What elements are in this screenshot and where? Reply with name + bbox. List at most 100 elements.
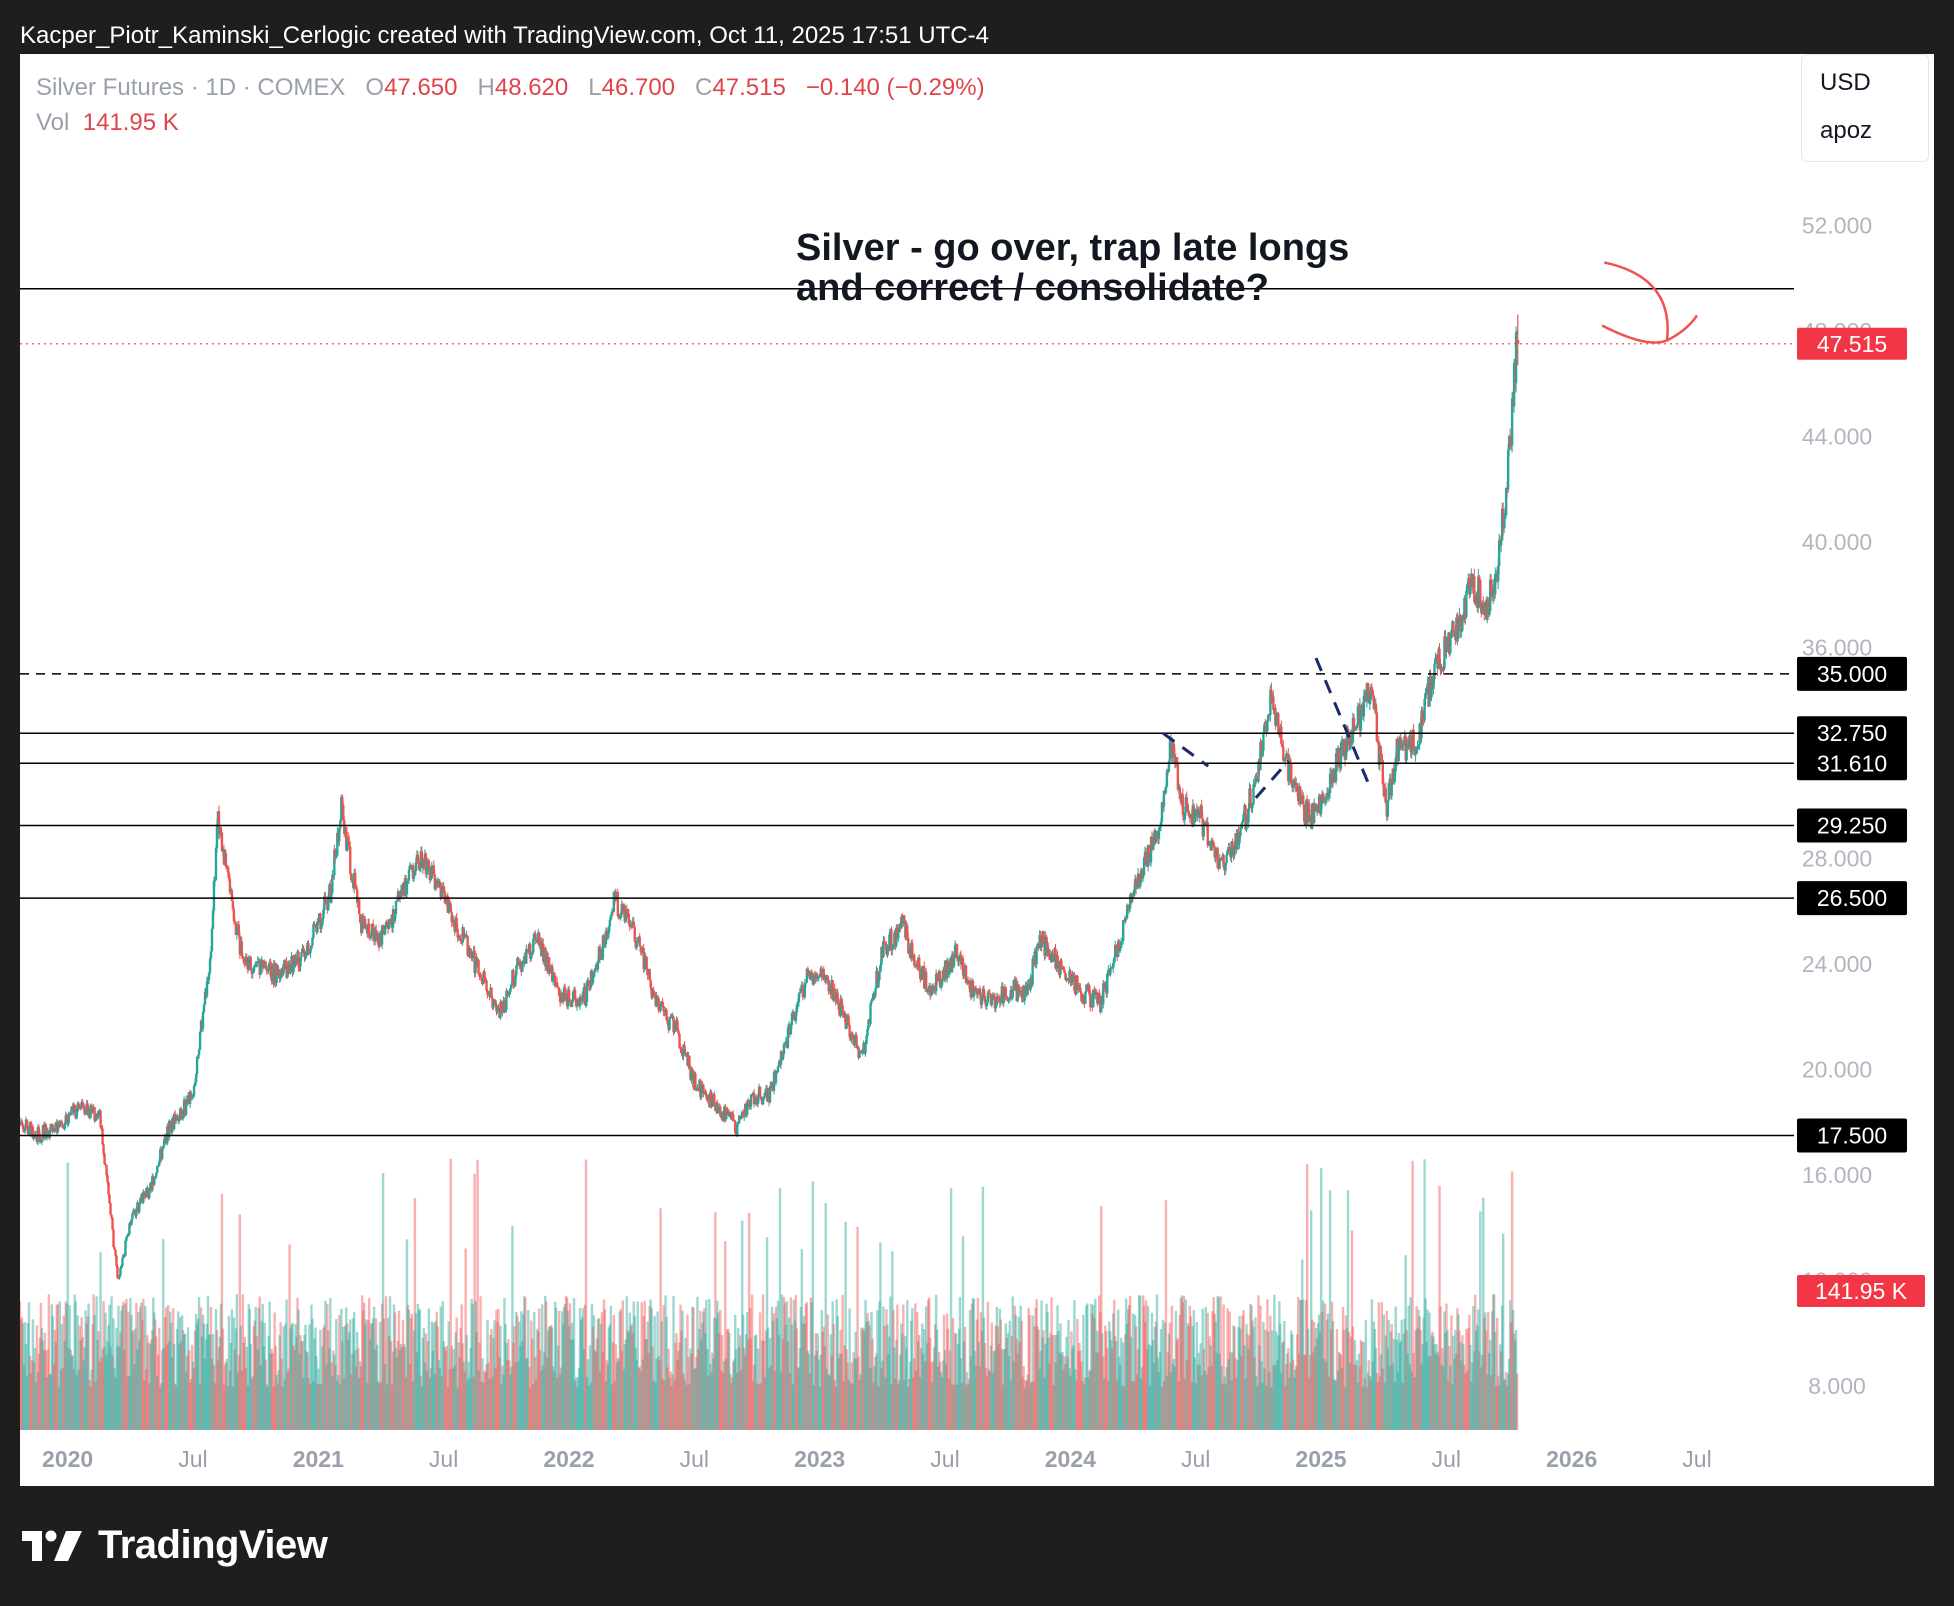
volume-bar [1212, 1297, 1215, 1430]
volume-bar [510, 1367, 513, 1430]
volume-bar [883, 1325, 886, 1430]
volume-bar [913, 1358, 916, 1430]
candle-body [775, 1071, 779, 1073]
chart-author-header: Kacper_Piotr_Kaminski_Cerlogic created w… [20, 22, 989, 49]
volume-bar [805, 1302, 809, 1430]
candle-body [968, 980, 972, 992]
volume-bar [480, 1381, 483, 1430]
chart-text-annotation[interactable]: Silver - go over, trap late longs and co… [796, 228, 1349, 308]
candle-body [882, 940, 885, 957]
candle-body [1438, 648, 1441, 664]
volume-bar [557, 1310, 561, 1430]
candle-body [1109, 968, 1112, 976]
volume-bar [646, 1321, 649, 1430]
candle-body [52, 1127, 56, 1131]
volume-bar [240, 1370, 244, 1430]
candle-body [1512, 362, 1516, 407]
volume-bar [1030, 1381, 1033, 1430]
volume-bar [1255, 1376, 1258, 1430]
volume-bar [1353, 1340, 1357, 1430]
candle-body [1226, 850, 1229, 855]
volume-bar [207, 1334, 211, 1430]
volume-bar [1227, 1359, 1230, 1430]
volume-bar [738, 1335, 742, 1430]
volume-bar [147, 1342, 150, 1430]
volume-bar [176, 1311, 180, 1430]
symbol-label[interactable]: Silver Futures · 1D · COMEX [36, 74, 346, 101]
volume-bar [1091, 1313, 1094, 1430]
candle-body [411, 865, 415, 879]
volume-bar [1482, 1197, 1485, 1430]
candle-body [1405, 744, 1408, 761]
volume-bar [73, 1294, 76, 1430]
volume-bar [1511, 1309, 1515, 1430]
volume-bar [752, 1364, 756, 1430]
candle-body [356, 889, 359, 903]
unit-setting-label[interactable]: apoz [1820, 117, 1873, 144]
chart-frame[interactable]: 8.00012.00016.00020.00024.00028.00036.00… [20, 54, 1934, 1486]
volume-bar [808, 1373, 812, 1430]
volume-bar [601, 1352, 605, 1430]
volume-bar [1208, 1336, 1211, 1430]
candle-body [845, 1024, 848, 1029]
volume-bar [251, 1376, 254, 1430]
volume-bar [33, 1348, 37, 1430]
candle-body [210, 928, 214, 952]
volume-bar [291, 1322, 294, 1430]
candle-body [1501, 508, 1505, 529]
volume-bar [677, 1350, 680, 1430]
volume-bar [1447, 1381, 1450, 1430]
volume-bar [639, 1371, 642, 1430]
candle-body [763, 1092, 767, 1097]
currency-label[interactable]: USD [1820, 69, 1871, 96]
volume-bar [894, 1378, 897, 1430]
candle-body [128, 1223, 131, 1235]
volume-bar [1500, 1305, 1504, 1430]
volume-bar [868, 1325, 871, 1430]
volume-bar [517, 1361, 520, 1430]
volume-bar [115, 1328, 118, 1430]
candle-body [624, 916, 627, 922]
volume-bar [372, 1306, 376, 1430]
volume-bar [703, 1308, 706, 1430]
volume-bar [1337, 1351, 1341, 1430]
volume-bar [888, 1336, 891, 1430]
volume-bar [579, 1320, 583, 1430]
volume-bar [417, 1310, 421, 1430]
volume-bar [218, 1336, 222, 1430]
volume-bar [134, 1328, 137, 1430]
price-chart[interactable]: 8.00012.00016.00020.00024.00028.00036.00… [20, 54, 1934, 1486]
candle-body [903, 915, 906, 921]
candle-body [220, 832, 224, 852]
volume-bar [586, 1359, 590, 1430]
volume-bar [1129, 1336, 1133, 1430]
volume-bar [1347, 1332, 1351, 1430]
volume-bar [1486, 1374, 1489, 1430]
volume-bar [75, 1374, 78, 1430]
candle-body [804, 982, 808, 984]
volume-bar [256, 1349, 259, 1430]
volume-bar [300, 1341, 303, 1430]
volume-bar [1489, 1339, 1492, 1430]
candle-body [458, 935, 461, 940]
volume-bar [1376, 1382, 1380, 1430]
candle-body [953, 945, 957, 958]
volume-bar [36, 1372, 40, 1430]
volume-bar [1407, 1305, 1410, 1430]
volume-bar [345, 1307, 348, 1430]
candle-body [336, 832, 339, 856]
volume-bar [916, 1312, 919, 1430]
candle-body [1365, 683, 1369, 702]
currency-unit-menu[interactable]: USD apoz [1801, 54, 1929, 162]
volume-bar [823, 1346, 826, 1430]
volume-bar [653, 1315, 656, 1430]
volume-bar [394, 1348, 398, 1430]
volume-bar [107, 1325, 110, 1430]
volume-bar [1448, 1346, 1451, 1430]
candle-body [348, 841, 351, 847]
candle-body [1079, 987, 1082, 993]
candle-body [653, 994, 656, 996]
volume-bar [817, 1359, 820, 1430]
candle-body [154, 1176, 157, 1178]
volume-bar [1338, 1353, 1342, 1430]
